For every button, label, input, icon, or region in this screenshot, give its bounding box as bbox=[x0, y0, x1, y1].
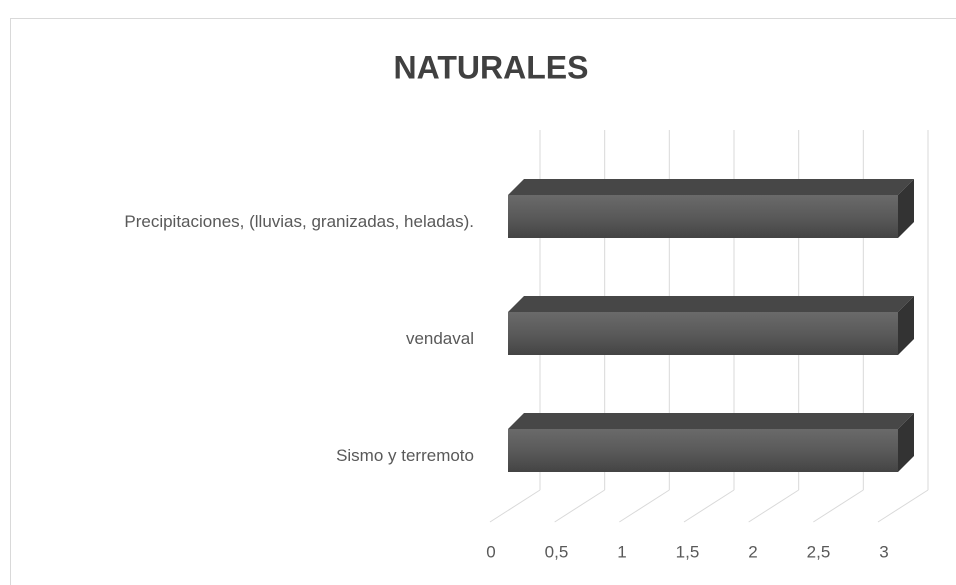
x-tick-label: 1,5 bbox=[676, 542, 700, 561]
bar-top bbox=[508, 413, 914, 429]
x-tick-label: 0,5 bbox=[545, 542, 569, 561]
x-tick-label: 2 bbox=[748, 542, 757, 561]
floor-grid-line bbox=[554, 489, 605, 523]
floor-grid-line bbox=[813, 489, 864, 523]
bar-top bbox=[508, 296, 914, 312]
bar-side bbox=[898, 296, 914, 355]
floor-grid-line bbox=[489, 489, 541, 523]
bar bbox=[508, 195, 898, 238]
bar-side bbox=[898, 413, 914, 472]
x-tick-label: 2,5 bbox=[807, 542, 831, 561]
x-tick-label: 3 bbox=[879, 542, 888, 561]
bar bbox=[508, 429, 898, 472]
x-tick-label: 1 bbox=[617, 542, 626, 561]
floor-grid-line bbox=[748, 489, 799, 523]
chart-title: NATURALES bbox=[394, 49, 589, 85]
x-tick-label: 0 bbox=[486, 542, 495, 561]
y-tick-label: vendaval bbox=[406, 329, 474, 348]
bar bbox=[508, 312, 898, 355]
bar-side bbox=[898, 179, 914, 238]
floor-grid-line bbox=[619, 489, 670, 523]
y-tick-label: Precipitaciones, (lluvias, granizadas, h… bbox=[124, 212, 474, 231]
floor-grid-line bbox=[683, 489, 735, 523]
floor-grid-line bbox=[877, 489, 929, 523]
y-tick-label: Sismo y terremoto bbox=[336, 446, 474, 465]
bar-top bbox=[508, 179, 914, 195]
